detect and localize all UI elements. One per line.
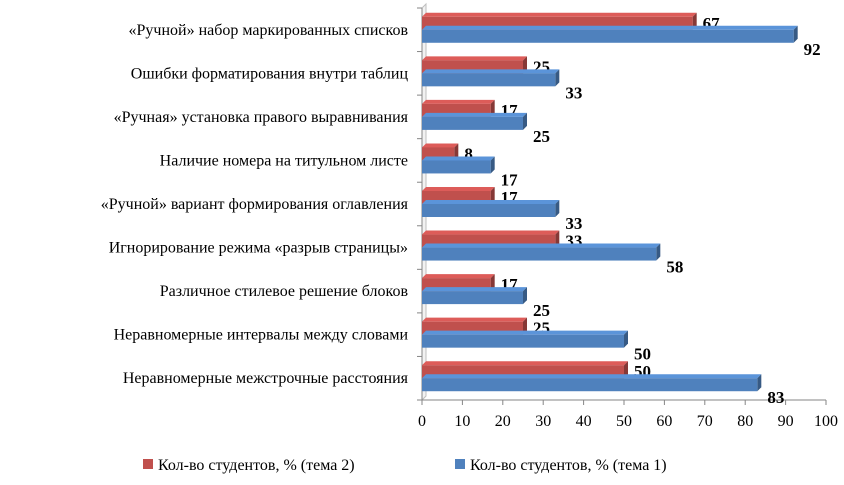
bar-side-face xyxy=(523,287,527,305)
category-label: «Ручная» установка правого выравнивания xyxy=(114,109,409,126)
data-label: 8 xyxy=(464,144,473,163)
bar-series-1 xyxy=(422,200,560,217)
bar-side-face xyxy=(656,243,661,261)
bar-side-face xyxy=(692,12,697,30)
bar-series-1 xyxy=(422,25,798,43)
bar-side-face xyxy=(490,156,495,174)
bar-side-face xyxy=(555,230,560,248)
bar-front-face xyxy=(422,160,491,174)
bar-front-face xyxy=(422,334,624,348)
bar-top-face xyxy=(422,25,798,30)
legend-label: Кол-во студентов, % (тема 2) xyxy=(158,457,355,474)
bar-front-face xyxy=(422,73,556,87)
data-label: 33 xyxy=(565,214,582,233)
category-label: Ошибки форматирования внутри таблиц xyxy=(131,65,409,82)
bar-front-face xyxy=(422,204,556,217)
legend: Кол-во студентов, % (тема 2) Кол-во студе… xyxy=(143,457,667,474)
x-tick-label: 80 xyxy=(737,413,753,430)
bar-series-1 xyxy=(422,69,560,87)
x-tick-label: 20 xyxy=(495,413,511,430)
bar-side-face xyxy=(490,99,495,117)
bar-series-1 xyxy=(422,374,762,392)
bar-top-face xyxy=(422,156,495,161)
bar-top-face xyxy=(422,317,527,322)
data-label: 25 xyxy=(533,127,550,146)
x-tick-label: 30 xyxy=(535,413,551,430)
bar-top-face xyxy=(422,112,527,117)
data-label: 92 xyxy=(804,40,821,59)
category-label: «Ручной» вариант формирования оглавления xyxy=(101,196,409,213)
category-label: Неравномерные межстрочные расстояния xyxy=(123,370,409,387)
legend-item-series-2: Кол-во студентов, % (тема 2) xyxy=(143,457,355,474)
plot-area: 0 10 20 30 40 50 60 70 80 90 100 «Ручной» набор мар… xyxy=(101,2,838,430)
bar-front-face xyxy=(422,116,523,130)
data-label: 25 xyxy=(533,301,550,320)
bar-front-face xyxy=(422,378,758,392)
legend-item-series-1: Кол-во студентов, % (тема 1) xyxy=(455,457,667,474)
category-label: Наличие номера на титульном листе xyxy=(160,152,408,169)
bar-top-face xyxy=(422,287,527,292)
category-label: Игнорирование режима «разрыв страницы» xyxy=(109,240,408,257)
bar-series-1 xyxy=(422,243,661,261)
bar-top-face xyxy=(422,330,628,335)
legend-swatch xyxy=(143,459,153,469)
bar-side-face xyxy=(523,112,527,130)
bar-top-face xyxy=(422,187,495,191)
bar-side-face xyxy=(523,56,527,74)
bar-top-face xyxy=(422,99,495,104)
data-label: 58 xyxy=(666,258,683,277)
category-label: Различное стилевое решение блоков xyxy=(160,283,409,300)
bar-side-face xyxy=(454,143,459,161)
data-label: 17 xyxy=(501,170,519,189)
bar-front-face xyxy=(422,29,794,43)
legend-label: Кол-во студентов, % (тема 1) xyxy=(470,457,667,474)
bar-series-1 xyxy=(422,156,495,174)
x-tick-label: 50 xyxy=(616,413,632,430)
bar-front-face xyxy=(422,291,523,305)
bar-top-face xyxy=(422,361,628,366)
bar-side-face xyxy=(555,69,560,87)
x-tick-label: 90 xyxy=(778,413,794,430)
data-label: 33 xyxy=(565,83,582,102)
bar-side-face xyxy=(757,374,762,392)
x-tick-label: 10 xyxy=(454,413,470,430)
bar-top-face xyxy=(422,200,560,204)
bar-top-face xyxy=(422,56,527,61)
bar-side-face xyxy=(490,274,495,292)
category-label: «Ручной» набор маркированных списков xyxy=(129,22,409,39)
bar-top-face xyxy=(422,274,495,279)
category-label: Неравномерные интервалы между словами xyxy=(114,327,409,344)
x-tick-label: 0 xyxy=(418,413,426,430)
x-tick-label: 70 xyxy=(697,413,713,430)
bar-side-face xyxy=(624,330,628,348)
bar-side-face xyxy=(523,317,527,335)
bar-top-face xyxy=(422,69,560,74)
bar-side-face xyxy=(624,361,628,379)
x-tick-label: 60 xyxy=(656,413,672,430)
bar-series-1 xyxy=(422,330,628,348)
legend-swatch xyxy=(455,459,465,469)
bar-top-face xyxy=(422,143,459,148)
bar-series-1 xyxy=(422,112,527,130)
bar-side-face xyxy=(490,187,495,204)
data-label: 50 xyxy=(634,345,651,364)
bar-top-face xyxy=(422,12,697,17)
bar-top-face xyxy=(422,374,762,379)
bar-side-face xyxy=(555,200,560,217)
bar-top-face xyxy=(422,243,661,248)
bar-top-face xyxy=(422,230,560,235)
x-tick-label: 40 xyxy=(576,413,592,430)
data-label: 83 xyxy=(767,388,784,407)
bar-side-face xyxy=(793,25,798,43)
x-tick-label: 100 xyxy=(814,413,838,430)
bar-series-1 xyxy=(422,287,527,305)
bar-front-face xyxy=(422,247,657,261)
